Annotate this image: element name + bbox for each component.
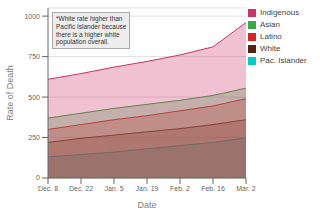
- html-text:Indigenous: Indigenous: [260, 8, 300, 17]
- html-text:Pac. Islander: Pac. Islander: [260, 56, 307, 65]
- html-text:Asian: Asian: [260, 20, 280, 29]
- svg-text:Mar. 2: Mar. 2: [236, 185, 256, 192]
- svg-text:Date: Date: [137, 200, 156, 210]
- svg-text:Jan. 19: Jan. 19: [136, 185, 159, 192]
- html-text:Latino: Latino: [260, 32, 282, 41]
- svg-text:Feb. 2: Feb. 2: [170, 185, 190, 192]
- svg-text:500: 500: [28, 94, 40, 101]
- svg-text:Jan. 5: Jan. 5: [104, 185, 123, 192]
- svg-text:0: 0: [36, 174, 40, 181]
- svg-text:Rate of Death: Rate of Death: [8, 65, 15, 121]
- svg-text:Feb. 16: Feb. 16: [201, 185, 225, 192]
- svg-text:Dec. 22: Dec. 22: [69, 185, 93, 192]
- svg-text:750: 750: [28, 53, 40, 60]
- svg-text:250: 250: [28, 134, 40, 141]
- svg-text:1000: 1000: [24, 13, 40, 20]
- svg-text:Dec. 8: Dec. 8: [38, 185, 58, 192]
- html-text:*White rate higher than Pacifi: *White rate higher than Pacific Islander…: [56, 15, 127, 46]
- html-text:White: White: [260, 44, 281, 53]
